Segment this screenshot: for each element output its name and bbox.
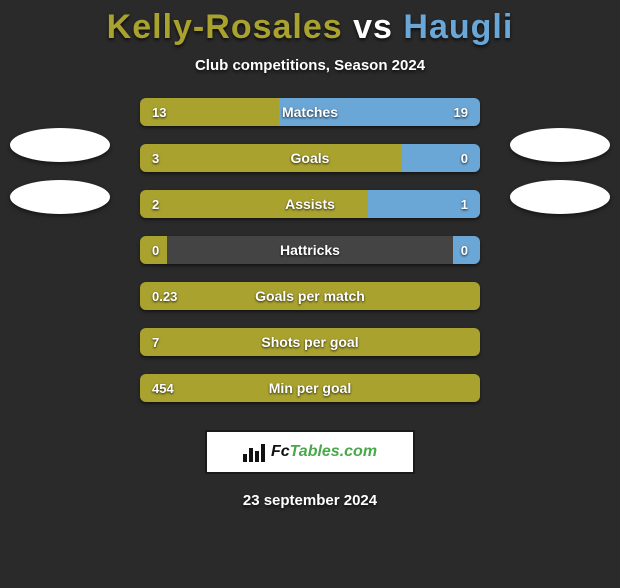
page-title: Kelly-Rosales vs Haugli bbox=[0, 8, 620, 47]
logo-text: FcTables.com bbox=[271, 443, 377, 461]
bar-row: Hattricks0 0 bbox=[140, 236, 480, 264]
subtitle: Club competitions, Season 2024 bbox=[0, 57, 620, 74]
bar-label: Shots per goal bbox=[140, 328, 480, 356]
bar-value-right: 19 bbox=[454, 98, 468, 126]
bar-value-left: 0.23 bbox=[152, 282, 177, 310]
bar-row: Goals per match0.23 bbox=[140, 282, 480, 310]
bar-row: Shots per goal7 bbox=[140, 328, 480, 356]
bar-label: Assists bbox=[140, 190, 480, 218]
bar-row: Assists2 1 bbox=[140, 190, 480, 218]
bar-value-left: 0 bbox=[152, 236, 159, 264]
side-ellipse bbox=[10, 128, 110, 162]
logo-text-right: Tables.com bbox=[290, 443, 377, 460]
side-ellipse bbox=[510, 180, 610, 214]
side-ellipse bbox=[10, 180, 110, 214]
player1-name: Kelly-Rosales bbox=[107, 8, 343, 46]
player2-name: Haugli bbox=[403, 8, 513, 46]
bar-row: Matches13 19 bbox=[140, 98, 480, 126]
bar-label: Goals bbox=[140, 144, 480, 172]
bar-label: Hattricks bbox=[140, 236, 480, 264]
bar-value-left: 13 bbox=[152, 98, 166, 126]
bar-value-left: 3 bbox=[152, 144, 159, 172]
bar-label: Goals per match bbox=[140, 282, 480, 310]
bar-value-left: 2 bbox=[152, 190, 159, 218]
chart-icon bbox=[243, 442, 265, 462]
logo-text-left: Fc bbox=[271, 443, 290, 460]
bar-label: Min per goal bbox=[140, 374, 480, 402]
logo-box: FcTables.com bbox=[205, 430, 415, 474]
date-text: 23 september 2024 bbox=[0, 492, 620, 509]
bar-value-right: 1 bbox=[461, 190, 468, 218]
bar-value-right: 0 bbox=[461, 144, 468, 172]
bar-value-left: 7 bbox=[152, 328, 159, 356]
bar-value-left: 454 bbox=[152, 374, 174, 402]
bar-label: Matches bbox=[140, 98, 480, 126]
bar-row: Min per goal454 bbox=[140, 374, 480, 402]
side-ellipse bbox=[510, 128, 610, 162]
bar-value-right: 0 bbox=[461, 236, 468, 264]
bar-row: Goals3 0 bbox=[140, 144, 480, 172]
vs-text: vs bbox=[353, 8, 393, 46]
